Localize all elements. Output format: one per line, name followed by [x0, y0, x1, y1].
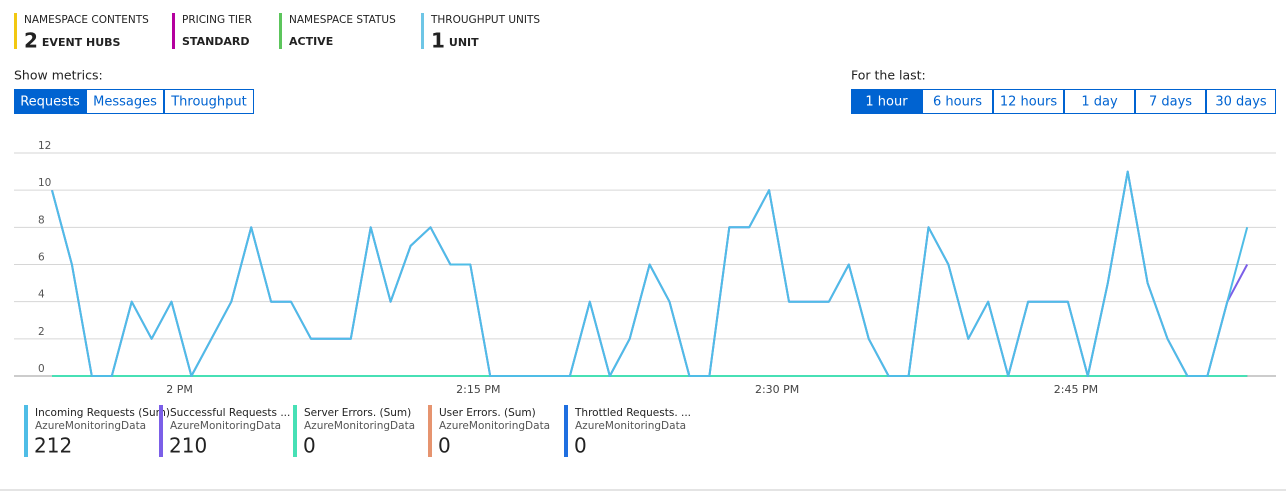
option-label[interactable]: 6 hours: [933, 95, 982, 110]
group-label: For the last:: [851, 68, 926, 83]
option-label[interactable]: Throughput: [170, 95, 247, 110]
option-button[interactable]: [993, 89, 1064, 114]
tile-unit: UNIT: [449, 36, 479, 49]
legend-swatch: [564, 405, 568, 457]
option-button[interactable]: [86, 89, 164, 114]
tile-accent: [421, 13, 424, 49]
y-tick-label: 10: [38, 177, 51, 189]
series-line: [51, 170, 1249, 377]
legend-source: AzureMonitoringData: [439, 420, 550, 432]
legend-swatch: [24, 405, 28, 457]
option-button[interactable]: [922, 89, 993, 114]
x-tick-label: 2 PM: [166, 383, 193, 396]
y-tick-label: 2: [38, 326, 45, 338]
option-button[interactable]: [1135, 89, 1206, 114]
legend-source: AzureMonitoringData: [304, 420, 415, 432]
tile-unit: EVENT HUBS: [42, 36, 121, 49]
option-label[interactable]: Requests: [20, 95, 80, 110]
legend-source: AzureMonitoringData: [35, 420, 146, 432]
y-tick-label: 4: [38, 289, 45, 301]
legend-total: 210: [169, 434, 207, 458]
y-tick-label: 0: [38, 363, 45, 375]
option-button[interactable]: [14, 89, 86, 114]
x-tick-label: 2:45 PM: [1054, 383, 1098, 396]
option-button[interactable]: [1206, 89, 1276, 114]
x-tick-label: 2:15 PM: [456, 383, 500, 396]
y-tick-label: 8: [38, 214, 45, 226]
legend-swatch: [293, 405, 297, 457]
tile-value: 2: [24, 29, 38, 53]
option-button[interactable]: [164, 89, 254, 114]
series-line: [51, 170, 1249, 377]
y-tick-label: 12: [38, 140, 51, 152]
tile-label: THROUGHPUT UNITS: [430, 14, 540, 26]
legend-name: Incoming Requests (Sum): [35, 407, 170, 419]
group-label: Show metrics:: [14, 68, 103, 83]
tile-label: NAMESPACE STATUS: [289, 14, 396, 26]
tile-accent: [172, 13, 175, 49]
tile-value: ACTIVE: [289, 35, 333, 48]
legend-source: AzureMonitoringData: [170, 420, 281, 432]
legend-total: 0: [303, 434, 316, 458]
tile-accent: [14, 13, 17, 49]
legend-name: Throttled Requests. ...: [574, 407, 691, 419]
legend-swatch: [159, 405, 163, 457]
legend-name: User Errors. (Sum): [439, 407, 536, 419]
legend-total: 0: [438, 434, 451, 458]
y-tick-label: 6: [38, 252, 45, 264]
legend-name: Server Errors. (Sum): [304, 407, 411, 419]
option-label[interactable]: 30 days: [1215, 95, 1267, 110]
option-label[interactable]: 1 day: [1081, 95, 1118, 110]
option-button[interactable]: [851, 89, 922, 114]
option-button[interactable]: [1064, 89, 1135, 114]
legend-swatch: [428, 405, 432, 457]
tile-label: PRICING TIER: [182, 14, 252, 26]
option-label[interactable]: Messages: [93, 95, 157, 110]
legend-total: 212: [34, 434, 72, 458]
tile-value: 1: [431, 29, 445, 53]
legend-name: Successful Requests ...: [170, 407, 290, 419]
option-label[interactable]: 1 hour: [865, 95, 908, 110]
legend-source: AzureMonitoringData: [575, 420, 686, 432]
legend-total: 0: [574, 434, 587, 458]
tile-accent: [279, 13, 282, 49]
option-label[interactable]: 12 hours: [1000, 95, 1057, 110]
tile-label: NAMESPACE CONTENTS: [24, 14, 149, 26]
option-label[interactable]: 7 days: [1149, 95, 1192, 110]
x-tick-label: 2:30 PM: [755, 383, 799, 396]
tile-value: STANDARD: [182, 35, 250, 48]
